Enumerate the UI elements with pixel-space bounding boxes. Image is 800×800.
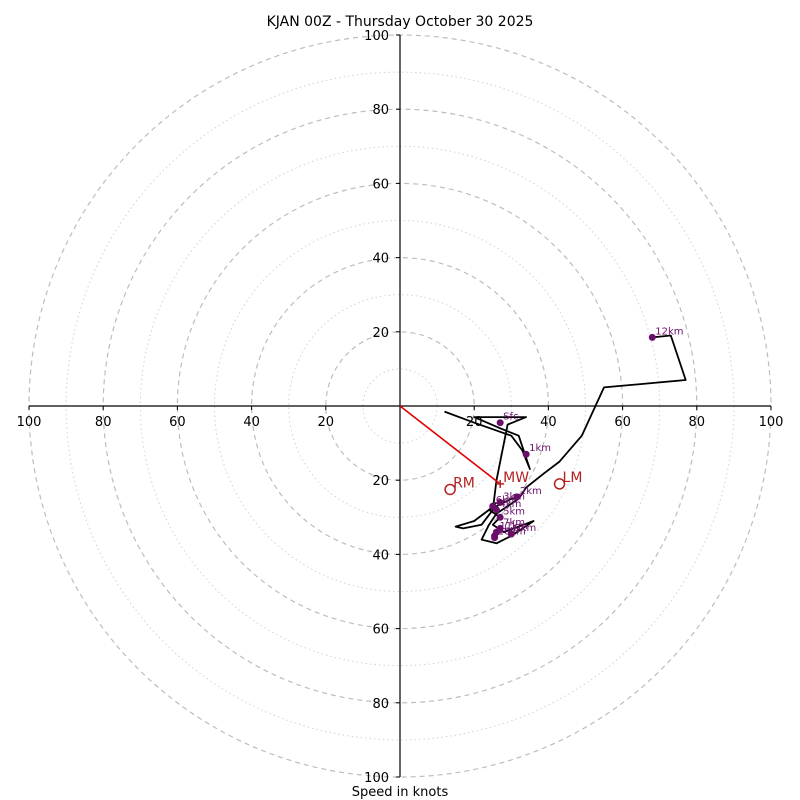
storm-motion-label-RM: RM xyxy=(453,475,475,491)
height-label-12km: 12km xyxy=(655,326,683,337)
mean-wind-vector xyxy=(399,405,501,485)
y-tick-label: 60 xyxy=(372,623,389,638)
height-label-5km: 5km xyxy=(503,506,525,517)
height-label-4km: 4km xyxy=(499,499,521,510)
y-tick-label: 80 xyxy=(372,103,389,118)
height-marker-5km xyxy=(496,513,504,521)
y-tick-label: 20 xyxy=(372,326,389,341)
height-label-6km: 6km xyxy=(496,495,518,506)
y-tick-label: 20 xyxy=(372,474,389,489)
storm-motion-RM xyxy=(444,483,456,496)
height-marker-6km xyxy=(489,502,497,510)
chart-title: KJAN 00Z - Thursday October 30 2025 xyxy=(267,14,534,30)
y-tick-label: 80 xyxy=(372,697,389,712)
storm-motion-label-MW: MW xyxy=(503,470,529,486)
height-label-8km: 8km xyxy=(498,525,520,536)
x-tick-label: 60 xyxy=(169,415,186,430)
height-label-10km: 10km xyxy=(498,527,526,538)
x-tick-label: 80 xyxy=(689,415,706,430)
tick-labels: 100 80 60 40 20 20 40 60 80 100100806040202040608… xyxy=(17,29,784,786)
y-tick-label: 100 xyxy=(364,29,389,44)
height-label-2km: 2km xyxy=(520,486,542,497)
height-label-11km: 11km xyxy=(499,521,527,532)
height-marker-9km xyxy=(507,530,515,538)
height-marker-10km xyxy=(491,534,499,542)
x-tick-label: 40 xyxy=(243,415,260,430)
y-tick-label: 40 xyxy=(372,548,389,563)
storm-motion-markers: RM LM MW xyxy=(444,470,583,496)
height-marker-Sfc xyxy=(496,419,504,427)
x-tick-label: 40 xyxy=(540,415,557,430)
height-label-3km: 3km xyxy=(503,491,525,502)
x-tick-label: 100 xyxy=(759,415,784,430)
y-tick-label: 40 xyxy=(372,252,389,267)
x-tick-label: 60 xyxy=(614,415,631,430)
hodograph-line xyxy=(444,334,687,530)
height-marker-12km xyxy=(648,333,656,341)
height-label-9km: 9km xyxy=(514,523,536,534)
height-marker-1km xyxy=(522,450,530,458)
x-axis-label: Speed in knots xyxy=(352,785,449,800)
height-label-7km: 7km xyxy=(503,517,525,528)
storm-motion-label-LM: LM xyxy=(563,470,583,486)
x-tick-label: 80 xyxy=(95,415,112,430)
x-tick-label: 100 xyxy=(17,415,42,430)
height-marker-11km xyxy=(492,528,500,536)
height-label-Sfc: Sfc xyxy=(503,412,518,423)
height-marker-2km xyxy=(513,493,521,501)
x-tick-label: 20 xyxy=(318,415,335,430)
height-label-1km: 1km xyxy=(529,443,551,454)
y-tick-label: 100 xyxy=(364,771,389,786)
storm-motion-LM xyxy=(553,478,566,490)
height-marker-3km xyxy=(496,498,504,506)
y-tick-label: 60 xyxy=(372,177,389,192)
